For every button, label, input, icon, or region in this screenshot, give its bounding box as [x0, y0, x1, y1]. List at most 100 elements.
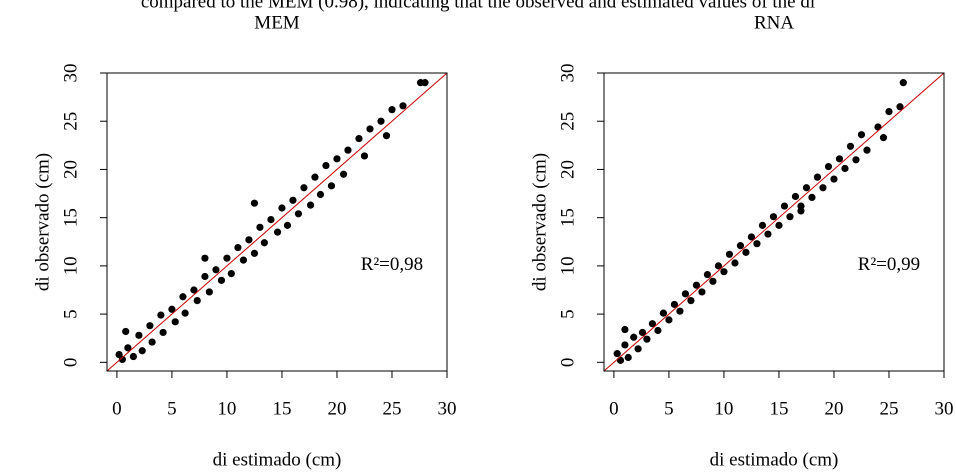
- point: [360, 152, 369, 160]
- point: [138, 347, 146, 355]
- point: [388, 106, 396, 114]
- x-tick-label: 25: [382, 398, 401, 419]
- x-tick-label: 15: [272, 398, 291, 419]
- point: [193, 296, 201, 305]
- point: [118, 355, 127, 364]
- point: [311, 173, 319, 181]
- point: [863, 146, 871, 154]
- y-tick-label: 15: [557, 208, 578, 227]
- point: [159, 328, 167, 337]
- point: [256, 223, 264, 231]
- caption-fragment: compared to the MEM (0.98), indicating t…: [141, 0, 815, 12]
- identity-line: [603, 72, 945, 372]
- point: [758, 221, 767, 229]
- y-tick-label: 25: [557, 112, 578, 131]
- point: [201, 254, 209, 262]
- point: [201, 272, 209, 281]
- point: [802, 184, 811, 192]
- x-axis-label: di estimado (cm): [710, 449, 839, 470]
- point: [879, 134, 888, 142]
- point: [212, 266, 220, 274]
- point: [769, 213, 778, 221]
- point: [846, 142, 855, 150]
- point: [294, 210, 303, 218]
- point: [179, 293, 187, 301]
- point: [896, 103, 904, 111]
- point: [124, 344, 132, 352]
- point: [322, 161, 330, 170]
- point: [698, 288, 706, 296]
- point: [399, 102, 407, 110]
- point: [654, 326, 662, 335]
- scatter-panel: MEM di estimado (cm) di observado (cm) 0 5 10…: [32, 12, 456, 470]
- x-tick-label: 10: [217, 398, 236, 419]
- point: [852, 156, 860, 164]
- point: [624, 353, 632, 362]
- point: [731, 259, 739, 267]
- points: [115, 79, 429, 364]
- y-tick-label: 15: [60, 208, 81, 227]
- point: [122, 327, 130, 336]
- point: [613, 350, 621, 358]
- x-tick-label: 30: [438, 398, 457, 419]
- point: [148, 338, 156, 346]
- point: [278, 204, 286, 212]
- point: [791, 192, 800, 201]
- point: [217, 276, 226, 284]
- point: [339, 170, 348, 178]
- x-tick-label: 0: [112, 398, 122, 419]
- x-tick-label: 30: [935, 398, 954, 419]
- point: [643, 335, 651, 343]
- x-tick-label: 25: [879, 398, 898, 419]
- r2-annotation: R²=0,98: [361, 254, 423, 275]
- y-axis-label: di observado (cm): [32, 153, 53, 291]
- x-tick-label: 10: [714, 398, 733, 419]
- point: [780, 202, 789, 210]
- point: [747, 233, 756, 241]
- y-tick-label: 20: [60, 160, 81, 179]
- point: [764, 230, 772, 238]
- y-tick-label: 0: [60, 358, 81, 368]
- point: [157, 311, 165, 319]
- r2-annotation: R²=0,99: [858, 254, 920, 275]
- point: [725, 250, 734, 258]
- point: [857, 131, 866, 139]
- point: [366, 125, 374, 133]
- x-tick-label: 5: [664, 398, 674, 419]
- point: [899, 79, 907, 87]
- scatter-panel: RNA di estimado (cm) di observado (cm) 0 5 10…: [529, 12, 953, 470]
- point: [333, 155, 341, 163]
- plot-box: [603, 72, 945, 372]
- point: [687, 296, 695, 305]
- point: [355, 134, 363, 143]
- point: [835, 155, 844, 163]
- point: [692, 281, 701, 289]
- point: [676, 307, 684, 315]
- x-tick-label: 20: [824, 398, 843, 419]
- point: [260, 239, 268, 247]
- point: [146, 322, 154, 330]
- point: [808, 193, 816, 202]
- point: [703, 270, 712, 279]
- x-tick-label: 5: [167, 398, 177, 419]
- point: [190, 286, 198, 294]
- point: [736, 242, 745, 250]
- point: [786, 213, 794, 221]
- y-tick-label: 5: [60, 309, 81, 319]
- point: [621, 341, 629, 349]
- point: [382, 132, 391, 140]
- y-tick-label: 30: [60, 64, 81, 83]
- x-axis-label: di estimado (cm): [213, 449, 342, 470]
- point: [168, 305, 176, 313]
- point: [250, 249, 259, 257]
- y-tick-label: 30: [557, 64, 578, 83]
- point: [621, 325, 629, 334]
- point: [714, 262, 723, 270]
- identity-line: [106, 72, 448, 372]
- panel-title: RNA: [754, 12, 794, 33]
- point: [227, 269, 235, 278]
- point: [634, 345, 642, 353]
- point: [234, 243, 242, 252]
- y-tick-label: 0: [557, 358, 578, 368]
